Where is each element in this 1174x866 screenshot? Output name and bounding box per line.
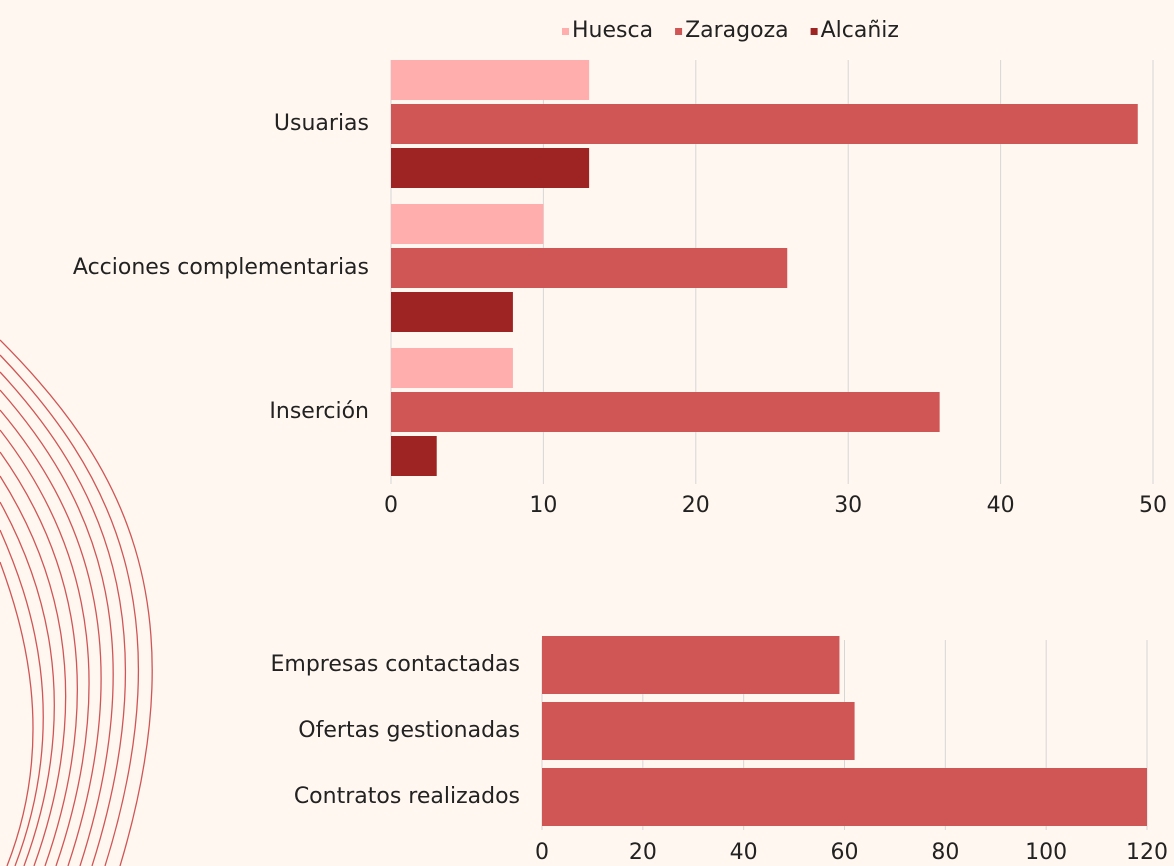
bar [391, 60, 589, 100]
x-tick-label: 40 [987, 493, 1015, 518]
y-tick-label: Ofertas gestionadas [298, 718, 520, 743]
y-tick-label: Inserción [269, 399, 369, 424]
legend-marker [675, 28, 682, 35]
bar [391, 292, 513, 332]
bar [391, 204, 543, 244]
x-tick-label: 50 [1139, 493, 1167, 518]
bar [391, 392, 940, 432]
x-tick-label: 20 [629, 840, 657, 865]
x-tick-label: 100 [1025, 840, 1067, 865]
bar [391, 436, 437, 476]
bar [542, 702, 855, 760]
page: 0 10 20 30 40 50 Usuarias Acciones complementar… [0, 0, 1174, 866]
x-tick-label: 30 [834, 493, 862, 518]
y-tick-label: Contratos realizados [294, 784, 520, 809]
x-tick-label: 120 [1126, 840, 1168, 865]
legend-marker [562, 28, 569, 35]
x-tick-label: 80 [931, 840, 959, 865]
x-tick-label: 0 [384, 493, 398, 518]
legend-marker [811, 28, 818, 35]
y-tick-label: Empresas contactadas [270, 652, 520, 677]
bar [391, 104, 1138, 144]
y-tick-label: Acciones complementarias [73, 255, 369, 280]
x-tick-label: 60 [831, 840, 859, 865]
x-tick-label: 0 [535, 840, 549, 865]
x-tick-label: 20 [682, 493, 710, 518]
legend-label: Huesca [572, 18, 653, 43]
legend-label: Zaragoza [685, 18, 789, 43]
bar [391, 248, 787, 288]
y-tick-label: Usuarias [274, 111, 369, 136]
bar [542, 768, 1147, 826]
bar [542, 636, 839, 694]
bar [391, 148, 589, 188]
x-tick-label: 10 [529, 493, 557, 518]
bar [391, 348, 513, 388]
x-tick-label: 40 [730, 840, 758, 865]
legend-label: Alcañiz [821, 18, 899, 43]
